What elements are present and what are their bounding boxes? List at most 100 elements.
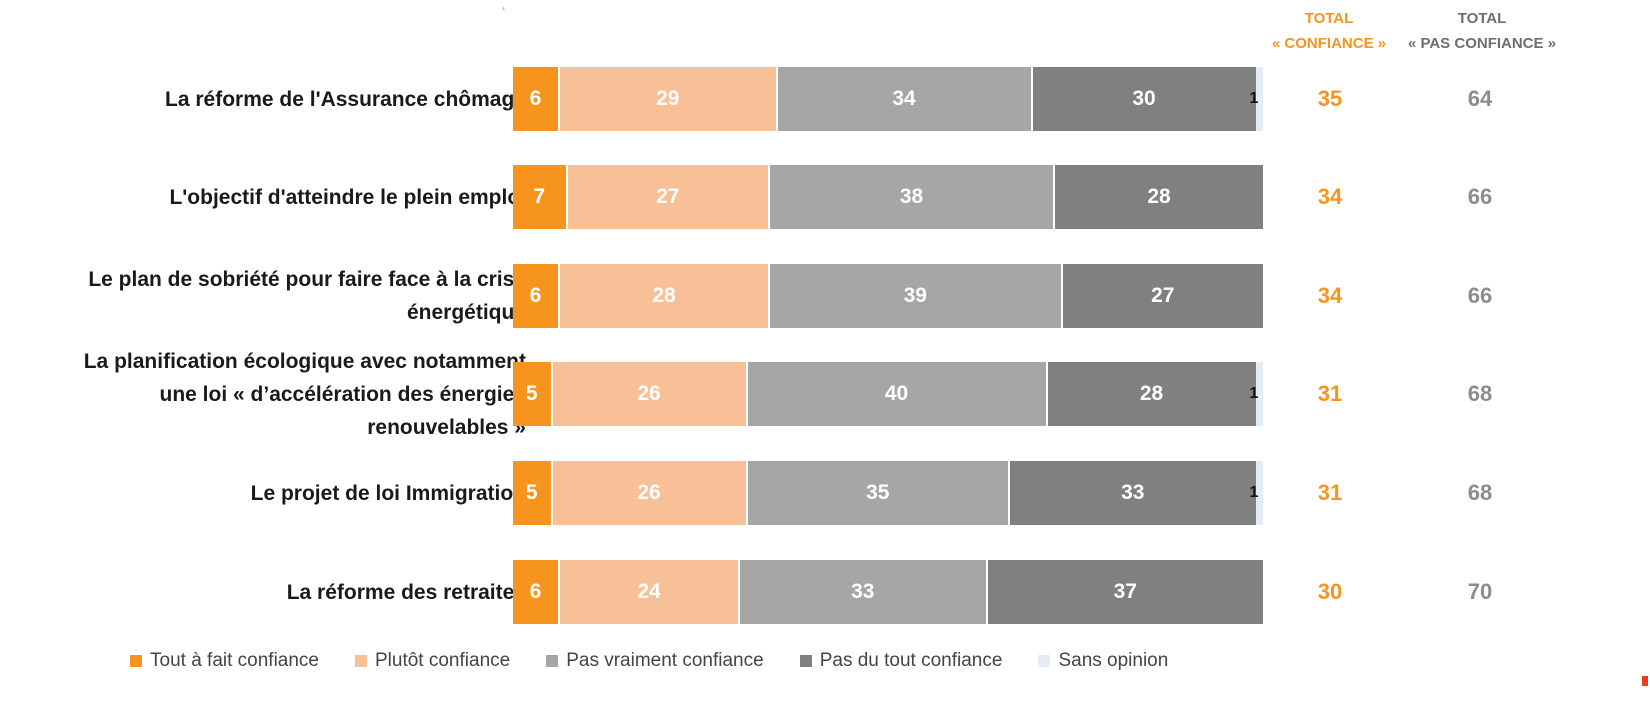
bar-segment: 6 (513, 560, 558, 624)
bar-segment: 33 (1008, 461, 1256, 525)
total-confiance-value: 34 (1317, 184, 1343, 209)
header-total-confiance-line1: TOTAL (1304, 10, 1354, 27)
data-label: 24 (637, 580, 661, 603)
total-pas-confiance-value: 64 (1467, 86, 1493, 111)
corner-decoration-icon (1642, 676, 1648, 686)
data-label: 27 (1151, 284, 1175, 307)
bar-segment: 6 (513, 264, 558, 328)
data-label: 28 (652, 284, 676, 307)
bar-segment: 29 (558, 67, 776, 131)
data-label-sans-opinion: 1 (1249, 90, 1259, 107)
data-label: 30 (1132, 87, 1156, 110)
data-label: 38 (899, 185, 924, 208)
category-label: La réforme de l'Assurance chômage (6, 83, 526, 116)
legend-label: Tout à fait confiance (150, 650, 319, 671)
category-label-line: Le plan de sobriété pour faire face à la… (88, 268, 526, 291)
bar-segment: 5 (513, 362, 551, 426)
data-label-sans-opinion: 1 (1249, 484, 1259, 501)
data-label: 37 (1113, 580, 1137, 603)
total-confiance-value: 31 (1317, 480, 1343, 505)
data-label: 27 (656, 185, 680, 208)
total-pas-confiance-value: 66 (1467, 283, 1493, 308)
data-label: 40 (884, 382, 909, 405)
bar-segment-sans-opinion (1255, 362, 1263, 426)
total-confiance-value: 35 (1317, 86, 1343, 111)
data-label: 39 (903, 284, 927, 307)
header-total-confiance: TOTAL « CONFIANCE » (1264, 6, 1394, 56)
total-confiance-value: 34 (1317, 283, 1343, 308)
bar-segment: 24 (558, 560, 738, 624)
bar-segment: 34 (775, 67, 1031, 131)
header-total-confiance-line2: « CONFIANCE » (1271, 35, 1387, 52)
bar-segment: 27 (565, 165, 768, 229)
data-label: 29 (656, 87, 680, 110)
data-label: 35 (866, 481, 890, 504)
legend-swatch (130, 655, 142, 667)
category-label-line: La réforme des retraites (286, 580, 526, 604)
total-pas-confiance-value: 70 (1467, 579, 1493, 604)
top-decoration-icon: ˛ (502, 0, 507, 10)
bar-segment-sans-opinion (1255, 461, 1263, 525)
legend-item: Pas vraiment confiance (546, 650, 764, 672)
bar-segment: 26 (550, 461, 746, 525)
legend-swatch (355, 655, 367, 667)
total-pas-confiance-value: 66 (1467, 184, 1493, 209)
category-label-line: La réforme de l'Assurance chômage (165, 87, 526, 111)
bar-segment: 5 (513, 461, 551, 525)
data-label-sans-opinion: 1 (1249, 385, 1259, 402)
bar-segment: 28 (1053, 165, 1263, 229)
bar-segment: 40 (745, 362, 1046, 426)
bar-segment: 35 (745, 461, 1008, 525)
legend-label: Sans opinion (1058, 650, 1169, 671)
data-label: 34 (892, 87, 916, 110)
category-label-line: renouvelables » (367, 415, 526, 439)
category-label-line: La planification écologique avec notamme… (83, 349, 526, 373)
data-label: 7 (533, 185, 546, 208)
total-confiance-value: 30 (1317, 579, 1343, 604)
legend-swatch (1038, 655, 1051, 667)
legend-item: Sans opinion (1038, 650, 1168, 672)
bar-segment: 38 (768, 165, 1053, 229)
header-total-pas-confiance-line2: « PAS CONFIANCE » (1407, 35, 1557, 52)
data-label: 6 (529, 284, 542, 307)
header-total-pas-confiance-line1: TOTAL (1457, 10, 1507, 27)
bar-segment: 6 (513, 67, 558, 131)
total-pas-confiance-value: 68 (1467, 480, 1493, 505)
bar-segment: 7 (513, 165, 566, 229)
total-confiance-value: 31 (1317, 381, 1343, 406)
bar-segment: 33 (738, 560, 986, 624)
legend-swatch (546, 655, 559, 667)
data-label: 6 (529, 580, 542, 603)
legend-item: Tout à fait confiance (130, 650, 319, 672)
bar-segment: 37 (985, 560, 1263, 624)
category-label-line: L'objectif d'atteindre le plein emploi (169, 185, 526, 209)
category-label: La réforme des retraites (6, 576, 526, 609)
data-label: 28 (1139, 382, 1164, 405)
data-label: 6 (529, 87, 542, 110)
legend-item: Plutôt confiance (355, 650, 510, 672)
category-label-line: Le projet de loi Immigration (250, 481, 526, 505)
data-label: 26 (637, 481, 661, 504)
bar-segment: 30 (1030, 67, 1256, 131)
bar-segment: 27 (1060, 264, 1263, 328)
bar-segment: 39 (768, 264, 1061, 328)
legend-swatch (799, 655, 812, 667)
legend-label: Pas du tout confiance (819, 650, 1003, 671)
data-label: 33 (851, 580, 875, 603)
category-label: Le plan de sobriété pour faire face à la… (6, 263, 526, 329)
legend-label: Pas vraiment confiance (566, 650, 764, 671)
legend-item: Pas du tout confiance (799, 650, 1003, 672)
legend-label: Plutôt confiance (375, 650, 511, 671)
data-label: 5 (525, 382, 538, 405)
bar-segment: 28 (558, 264, 768, 328)
data-label: 28 (1147, 185, 1171, 208)
bar-segment-sans-opinion (1255, 67, 1263, 131)
category-label-line: une loi « d’accélération des énergies (159, 382, 526, 406)
data-label: 33 (1121, 481, 1145, 504)
bar-segment: 28 (1045, 362, 1256, 426)
data-label: 5 (525, 481, 538, 504)
category-label: Le projet de loi Immigration (6, 477, 526, 510)
data-label: 26 (637, 382, 661, 405)
category-label: L'objectif d'atteindre le plein emploi (6, 181, 526, 214)
